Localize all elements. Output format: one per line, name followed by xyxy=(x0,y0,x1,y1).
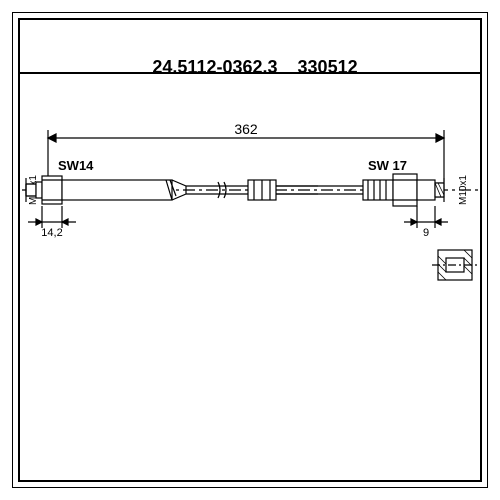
dim-left-small: 14,2 xyxy=(41,227,62,239)
title-divider xyxy=(20,72,480,74)
short-code: 330512 xyxy=(298,57,358,77)
label-right-hex: SW 17 xyxy=(368,158,407,173)
dim-right-small: 9 xyxy=(423,227,429,239)
label-left-hex: SW14 xyxy=(58,158,94,173)
dim-overall-length: 362 xyxy=(234,121,258,137)
title-gap xyxy=(278,57,298,77)
part-number: 24.5112-0362.3 xyxy=(152,57,277,77)
technical-drawing: 362 M10x1 M10x1 SW14 SW 17 xyxy=(18,90,482,290)
